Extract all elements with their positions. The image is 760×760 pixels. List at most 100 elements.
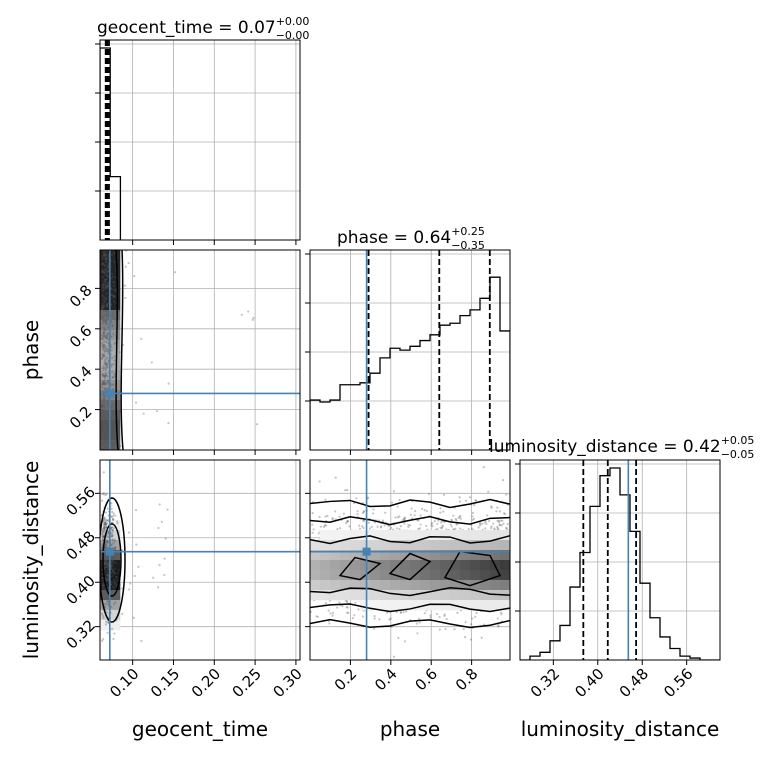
sample-point (445, 617, 448, 621)
sample-point (103, 415, 106, 418)
sample-point (470, 527, 474, 530)
sample-point (111, 314, 114, 317)
density-cell (350, 540, 361, 551)
sample-point (327, 609, 330, 612)
sample-point (111, 559, 114, 562)
sample-point (505, 526, 508, 529)
sample-point (102, 364, 105, 368)
sample-point (104, 404, 107, 407)
panel-geocent-ld (95, 460, 300, 665)
sample-point (102, 354, 105, 358)
density-cell (100, 520, 111, 531)
sample-point (403, 640, 407, 643)
sample-point (505, 493, 508, 496)
sample-point (442, 510, 445, 513)
sample-point (103, 359, 107, 362)
density-cell (460, 590, 471, 601)
sample-point (104, 362, 107, 365)
density-cell (470, 560, 481, 571)
sample-point (158, 564, 161, 567)
density-cell (110, 270, 121, 281)
ylabel-luminosity-distance: luminosity_distance (19, 461, 43, 660)
sample-point (102, 493, 105, 496)
sample-point (101, 304, 104, 307)
sample-point (438, 628, 441, 631)
ytick-label-phase: 0.6 (66, 322, 96, 352)
sample-point (105, 562, 109, 565)
sample-point (479, 522, 482, 526)
sample-point (482, 466, 485, 469)
density-cell (100, 600, 111, 611)
sample-point (104, 439, 107, 443)
ylabel-phase: phase (19, 320, 43, 380)
sample-point (121, 612, 124, 615)
sample-point (100, 356, 104, 360)
sample-point (127, 531, 131, 534)
sample-point (157, 526, 160, 530)
sample-point (101, 405, 104, 408)
sample-point (425, 524, 428, 527)
sample-point (506, 522, 509, 526)
sample-point (362, 526, 365, 530)
sample-point (251, 318, 254, 321)
sample-point (104, 371, 107, 374)
sample-point (443, 613, 446, 616)
sample-point (450, 525, 453, 528)
sample-point (103, 395, 106, 398)
sample-point (102, 425, 105, 429)
sample-point (490, 506, 493, 509)
sample-point (152, 576, 155, 579)
sample-point (103, 527, 106, 530)
sample-point (105, 250, 108, 253)
sample-point (104, 362, 107, 365)
density-cell (430, 560, 441, 571)
sample-point (458, 515, 461, 519)
sample-point (117, 417, 120, 420)
sample-point (420, 507, 424, 510)
sample-point (105, 310, 108, 313)
sample-point (104, 374, 107, 378)
sample-point (439, 511, 442, 514)
sample-point (103, 413, 106, 416)
hist-phase (310, 276, 510, 450)
sample-point (111, 324, 114, 327)
sample-point (106, 578, 109, 581)
sample-point (111, 281, 115, 284)
sample-point (106, 540, 109, 543)
density-cell (360, 590, 371, 601)
sample-point (111, 528, 114, 532)
sample-point (105, 442, 108, 445)
sample-point (104, 561, 107, 564)
sample-point (105, 310, 109, 313)
sample-point (102, 280, 106, 283)
density-cell (100, 570, 111, 581)
sample-point (105, 347, 108, 350)
sample-point (157, 586, 160, 589)
sample-point (102, 425, 105, 428)
sample-point (111, 272, 114, 275)
sample-point (106, 600, 109, 603)
sample-point (363, 519, 366, 522)
sample-point (379, 526, 382, 529)
sample-point (113, 295, 117, 299)
sample-point (247, 310, 250, 313)
sample-point (101, 289, 105, 292)
sample-point (104, 511, 107, 514)
sample-point (106, 535, 109, 538)
sample-point (105, 555, 108, 558)
density-cell (100, 250, 111, 261)
sample-point (107, 382, 110, 385)
sample-point (473, 504, 476, 507)
sample-point (113, 372, 116, 376)
sample-point (471, 617, 474, 620)
sample-point (117, 595, 121, 598)
sample-point (115, 576, 118, 579)
hist-panel-geocent_time (95, 40, 300, 245)
sample-point (102, 332, 105, 335)
sample-point (104, 374, 107, 378)
sample-point (111, 253, 114, 257)
sample-point (102, 250, 105, 253)
sample-point (106, 566, 109, 569)
sample-point (103, 561, 106, 564)
sample-point (102, 433, 105, 436)
